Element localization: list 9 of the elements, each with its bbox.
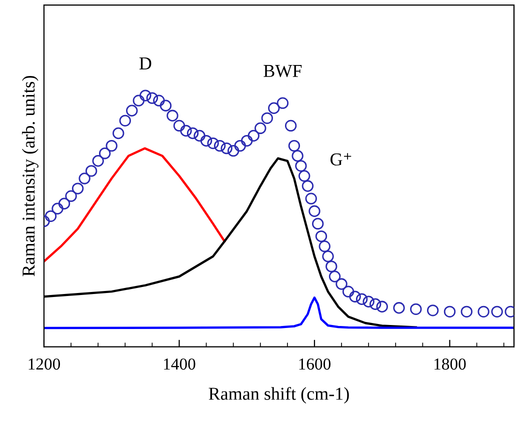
annotation: BWF [264, 65, 302, 78]
x-tick-label: 1400 [164, 358, 196, 370]
x-tick-label: 1600 [299, 358, 331, 370]
y-axis-title: Raman intensity (arb. units) [22, 76, 38, 276]
annotation: D [139, 58, 152, 70]
x-tick-label: 1800 [434, 358, 466, 370]
x-axis-title: Raman shift (cm-1) [208, 386, 349, 404]
annotation: G⁺ [330, 153, 352, 166]
x-tick-label: 1200 [28, 358, 60, 370]
